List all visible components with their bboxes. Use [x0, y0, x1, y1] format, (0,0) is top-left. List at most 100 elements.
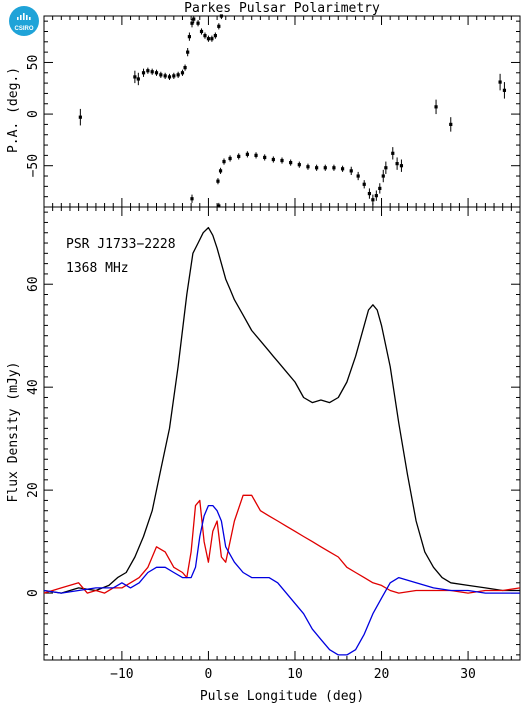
pa-marker — [391, 151, 395, 155]
pa-point — [271, 156, 275, 163]
pa-point — [374, 190, 378, 201]
flux-panel: 0 20 40 60 −10 0 10 20 30 — [26, 206, 521, 682]
x-tick-label: 10 — [287, 667, 303, 682]
x-tick-label: 20 — [374, 667, 390, 682]
pa-point — [332, 164, 336, 171]
pa-marker — [371, 198, 375, 202]
pa-marker — [395, 162, 399, 166]
pa-point — [449, 117, 453, 132]
pa-point — [196, 20, 200, 27]
pa-point — [371, 194, 375, 205]
pa-point — [399, 159, 404, 172]
pa-frame — [43, 15, 521, 208]
pa-y-axis-label: P.A. (deg.) — [6, 67, 21, 153]
pa-point — [237, 153, 241, 160]
pa-marker — [362, 182, 366, 186]
y-tick-label: 20 — [26, 482, 41, 498]
pa-point — [210, 35, 214, 42]
csiro-logo-bar — [23, 13, 25, 20]
pa-point — [289, 159, 293, 166]
y-tick-label: −50 — [26, 154, 41, 177]
y-tick-label: 50 — [26, 55, 41, 71]
pa-marker — [203, 34, 207, 38]
x-tick-label: 0 — [205, 667, 213, 682]
x-tick-label: −10 — [110, 667, 133, 682]
y-tick-label: 0 — [26, 589, 41, 597]
pa-marker — [150, 70, 154, 74]
pa-marker — [222, 159, 226, 164]
flux-series-line — [43, 504, 520, 656]
pa-marker — [384, 166, 388, 170]
pa-point — [141, 68, 146, 77]
pa-point — [222, 158, 226, 165]
pa-marker — [280, 158, 284, 163]
pa-marker — [192, 17, 196, 21]
pa-marker — [254, 153, 258, 157]
flux-frame — [43, 206, 521, 661]
pa-point — [297, 161, 301, 168]
pa-point — [381, 169, 385, 183]
pa-marker — [180, 71, 185, 75]
pa-marker — [502, 88, 507, 92]
pa-marker — [190, 21, 194, 25]
pa-marker — [141, 71, 146, 75]
pa-marker — [217, 24, 221, 28]
pa-marker — [219, 14, 224, 18]
pa-point — [203, 32, 207, 39]
pa-marker — [263, 155, 267, 160]
csiro-logo-bar — [29, 17, 31, 20]
pa-marker — [190, 197, 194, 201]
pa-point — [146, 67, 150, 74]
pa-point — [180, 69, 185, 76]
pa-point — [219, 14, 224, 20]
pa-marker — [449, 122, 453, 127]
pa-marker — [498, 80, 502, 84]
pa-point — [306, 163, 310, 170]
frequency-annotation: 1368 MHz — [66, 261, 129, 276]
pa-point — [154, 69, 159, 76]
csiro-logo-bars — [17, 13, 31, 20]
pa-point — [216, 178, 220, 185]
pa-point — [167, 73, 172, 81]
pa-marker — [340, 167, 345, 171]
pa-point — [217, 23, 221, 30]
pa-marker — [186, 50, 190, 54]
pa-point — [133, 70, 137, 84]
pa-marker — [133, 75, 137, 79]
pa-marker — [199, 29, 204, 34]
pa-marker — [399, 164, 404, 168]
pa-point — [217, 202, 221, 208]
pa-point — [136, 72, 140, 86]
pa-marker — [332, 166, 336, 170]
pa-marker — [367, 191, 372, 196]
pa-marker — [210, 37, 214, 41]
pa-point — [199, 28, 204, 35]
pa-marker — [187, 35, 191, 39]
pa-marker — [245, 152, 249, 156]
pa-point — [378, 183, 382, 194]
pa-point — [78, 108, 82, 126]
pa-marker — [136, 77, 140, 81]
pa-marker — [349, 169, 353, 173]
pa-marker — [374, 194, 378, 198]
pa-point — [391, 147, 395, 160]
csiro-logo-bar — [26, 15, 28, 20]
pa-point — [263, 154, 267, 161]
pa-point — [228, 155, 232, 162]
pa-point — [356, 171, 360, 181]
pa-point — [213, 32, 217, 39]
pa-point — [254, 152, 258, 159]
pa-point — [186, 48, 190, 57]
pa-marker — [289, 161, 293, 165]
pa-marker — [217, 204, 221, 208]
pa-point — [315, 164, 319, 171]
x-axis-label: Pulse Longitude (deg) — [200, 689, 364, 704]
pa-marker — [172, 74, 176, 78]
pa-marker — [196, 21, 200, 25]
pa-marker — [306, 165, 310, 169]
pa-point — [323, 164, 327, 171]
pulsar-name-annotation: PSR J1733−2228 — [66, 237, 176, 252]
pa-marker — [167, 75, 172, 79]
